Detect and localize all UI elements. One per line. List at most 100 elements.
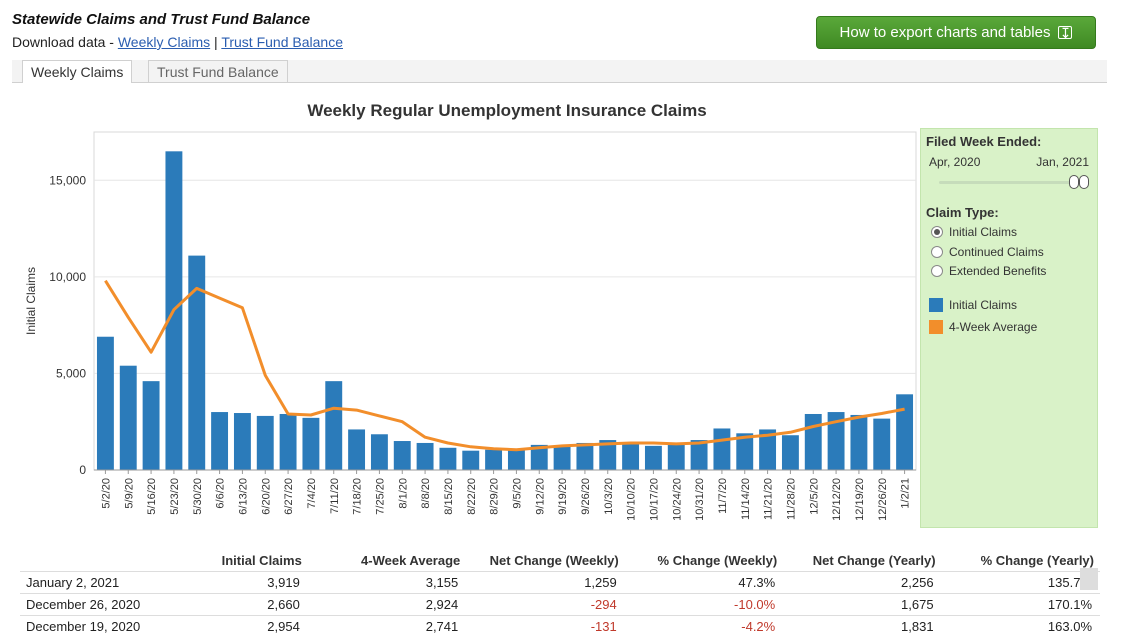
bar-initial-claims	[667, 443, 685, 470]
table-header: Net Change (Yearly)	[812, 552, 936, 568]
claim-type-label: Claim Type:	[926, 205, 999, 220]
table-cell: 2,924	[307, 593, 467, 616]
table-cell: 1,831	[783, 615, 942, 637]
bar-initial-claims	[507, 449, 525, 470]
chart-title: Weekly Regular Unemployment Insurance Cl…	[307, 101, 707, 120]
slider-start-handle[interactable]	[1069, 175, 1079, 189]
x-tick-label: 9/5/20	[511, 478, 523, 509]
bar-initial-claims	[188, 255, 206, 470]
trust-fund-download-link[interactable]: Trust Fund Balance	[221, 34, 343, 50]
radio-unchecked-icon	[931, 265, 943, 277]
x-tick-label: 10/10/20	[626, 478, 638, 521]
bar-initial-claims	[233, 413, 251, 470]
range-start-label: Apr, 2020	[929, 155, 981, 169]
filter-panel: Filed Week Ended: Apr, 2020 Jan, 2021 Cl…	[920, 128, 1098, 528]
y-tick-label: 0	[79, 463, 86, 477]
download-row: Download data - Weekly Claims | Trust Fu…	[12, 34, 343, 50]
table-row[interactable]: December 19, 2020 2,954 2,741 -131 -4.2%…	[20, 615, 1100, 637]
plot-frame	[93, 131, 917, 471]
table-cell: 3,919	[193, 571, 308, 594]
tab-weekly-claims[interactable]: Weekly Claims	[22, 60, 133, 83]
bar-initial-claims	[256, 415, 274, 470]
bar-initial-claims	[393, 441, 411, 470]
y-tick-label: 5,000	[56, 366, 86, 380]
legend-initial-claims[interactable]: Initial Claims	[929, 298, 1017, 312]
weekly-claims-download-link[interactable]: Weekly Claims	[117, 34, 211, 50]
table-scrollbar[interactable]	[1080, 568, 1098, 590]
bar-initial-claims	[119, 365, 137, 470]
tab-bar: Weekly Claims Trust Fund Balance	[12, 60, 1107, 83]
export-icon: ↧	[1058, 24, 1073, 41]
bar-initial-claims	[530, 444, 548, 470]
x-tick-label: 6/13/20	[237, 478, 249, 515]
page-title: Statewide Claims and Trust Fund Balance	[12, 11, 311, 28]
bar-initial-claims	[599, 440, 617, 470]
table-cell: December 19, 2020	[20, 615, 194, 637]
bar-initial-claims	[211, 412, 229, 470]
x-tick-label: 5/30/20	[192, 478, 204, 515]
x-tick-label: 10/31/20	[694, 478, 706, 521]
bar-initial-claims	[439, 447, 457, 470]
table-cell: 2,741	[307, 615, 467, 637]
radio-initial-claims[interactable]: Initial Claims	[931, 225, 1017, 239]
x-tick-label: 12/12/20	[831, 478, 843, 521]
x-tick-label: 12/26/20	[877, 478, 889, 521]
bar-initial-claims	[713, 428, 731, 470]
x-tick-label: 6/27/20	[283, 478, 295, 515]
radio-continued-claims[interactable]: Continued Claims	[931, 245, 1044, 259]
range-end-label: Jan, 2021	[1036, 155, 1089, 169]
bar-initial-claims	[644, 445, 662, 470]
x-tick-label: 5/16/20	[146, 478, 158, 515]
x-tick-label: 8/8/20	[420, 478, 432, 509]
legend-bar-swatch	[929, 298, 943, 312]
filed-week-label: Filed Week Ended:	[926, 134, 1042, 149]
bar-initial-claims	[348, 429, 366, 470]
x-tick-label: 12/19/20	[854, 478, 866, 521]
x-tick-label: 9/26/20	[580, 478, 592, 515]
bar-initial-claims	[690, 440, 708, 470]
table-row[interactable]: January 2, 2021 3,919 3,155 1,259 47.3% …	[20, 571, 1100, 594]
link-separator: |	[210, 34, 222, 50]
y-tick-label: 10,000	[49, 270, 86, 284]
date-range-slider[interactable]	[939, 181, 1083, 184]
slider-end-handle[interactable]	[1079, 175, 1089, 189]
legend-4-week-average[interactable]: 4-Week Average	[929, 320, 1037, 334]
export-help-button[interactable]: How to export charts and tables ↧	[816, 16, 1096, 49]
table-cell: 135.7%	[941, 571, 1100, 594]
x-tick-label: 5/9/20	[123, 478, 135, 509]
radio-label: Initial Claims	[949, 225, 1018, 239]
bar-initial-claims	[827, 412, 845, 470]
radio-label: Extended Benefits	[949, 264, 1047, 278]
legend-line-swatch	[929, 320, 943, 334]
y-tick-label: 15,000	[49, 173, 86, 187]
bar-initial-claims	[462, 450, 480, 470]
bar-initial-claims	[759, 429, 777, 470]
radio-unchecked-icon	[931, 246, 943, 258]
table-cell: 2,256	[783, 571, 942, 594]
x-tick-label: 10/17/20	[648, 478, 660, 521]
bar-initial-claims	[736, 433, 754, 470]
table-cell: 163.0%	[941, 615, 1100, 637]
radio-extended-benefits[interactable]: Extended Benefits	[931, 264, 1046, 278]
table-cell: 2,954	[193, 615, 308, 637]
x-tick-label: 5/23/20	[169, 478, 181, 515]
table-row[interactable]: December 26, 2020 2,660 2,924 -294 -10.0…	[20, 593, 1100, 616]
x-tick-label: 11/21/20	[763, 478, 775, 520]
bar-initial-claims	[553, 445, 571, 470]
table-cell: 1,675	[783, 593, 942, 616]
x-tick-label: 10/3/20	[603, 478, 615, 515]
table-header: Initial Claims	[221, 552, 302, 568]
x-tick-label: 7/4/20	[306, 478, 318, 509]
export-button-label: How to export charts and tables	[839, 24, 1051, 41]
table-cell: -294	[466, 593, 625, 616]
table-cell: December 26, 2020	[20, 593, 194, 616]
bar-initial-claims	[279, 413, 297, 470]
summary-table: Initial Claims 4-Week Average Net Change…	[20, 549, 1100, 637]
x-tick-label: 12/5/20	[808, 478, 820, 515]
bar-initial-claims	[873, 418, 891, 470]
x-tick-label: 9/19/20	[557, 478, 569, 515]
y-axis-label: Initial Claims	[24, 267, 38, 335]
table-cell: -131	[466, 615, 625, 637]
x-tick-label: 6/20/20	[260, 478, 272, 515]
tab-trust-fund-balance[interactable]: Trust Fund Balance	[148, 60, 288, 82]
